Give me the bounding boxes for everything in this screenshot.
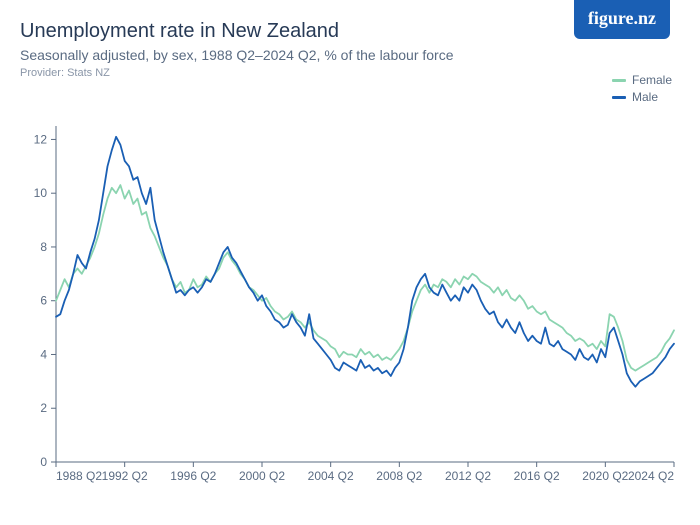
svg-text:10: 10 [34, 186, 48, 200]
svg-text:12: 12 [34, 132, 48, 146]
line-chart-svg: 0 2 4 6 8 10 12 1988 Q21992 Q2 1996 Q2 2000 Q2 200… [20, 120, 680, 490]
svg-text:2008 Q2: 2008 Q2 [376, 469, 422, 483]
svg-text:2016 Q2: 2016 Q2 [514, 469, 560, 483]
svg-text:1992 Q2: 1992 Q2 [102, 469, 148, 483]
legend-label: Female [632, 73, 672, 87]
legend-swatch-female [612, 79, 626, 82]
svg-text:2020 Q2: 2020 Q2 [582, 469, 628, 483]
svg-text:4: 4 [40, 347, 47, 361]
svg-text:8: 8 [40, 240, 47, 254]
legend-swatch-male [612, 96, 626, 99]
svg-text:1988 Q2: 1988 Q2 [56, 469, 102, 483]
legend-label: Male [632, 90, 658, 104]
svg-text:1996 Q2: 1996 Q2 [170, 469, 216, 483]
logo-text-b: nz [638, 8, 656, 28]
svg-text:0: 0 [40, 455, 47, 469]
svg-text:2024 Q2: 2024 Q2 [628, 469, 674, 483]
chart-legend: Female Male [612, 70, 672, 107]
logo-text-a: figure. [588, 8, 638, 28]
svg-text:2: 2 [40, 401, 47, 415]
figure-nz-logo: figure.nz [574, 0, 670, 39]
svg-text:2004 Q2: 2004 Q2 [308, 469, 354, 483]
chart-area: 0 2 4 6 8 10 12 1988 Q21992 Q2 1996 Q2 2000 Q2 200… [20, 120, 680, 490]
svg-text:2012 Q2: 2012 Q2 [445, 469, 491, 483]
legend-item: Female [612, 73, 672, 87]
svg-text:6: 6 [40, 294, 47, 308]
legend-item: Male [612, 90, 672, 104]
chart-provider: Provider: Stats NZ [20, 67, 680, 79]
chart-subtitle: Seasonally adjusted, by sex, 1988 Q2–202… [20, 47, 680, 63]
svg-text:2000 Q2: 2000 Q2 [239, 469, 285, 483]
